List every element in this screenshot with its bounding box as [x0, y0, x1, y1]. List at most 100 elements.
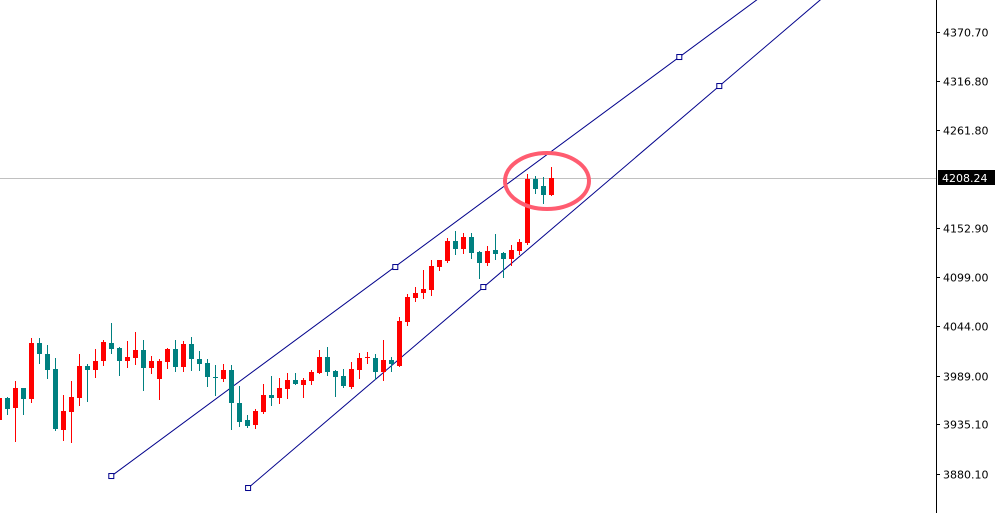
trendline-anchor-handle[interactable]: [676, 54, 683, 61]
y-tick-label: 4261.80: [943, 125, 989, 138]
candle-body: [525, 179, 530, 243]
candle-body: [317, 357, 322, 373]
candle-body: [301, 380, 306, 385]
candle-body: [29, 343, 34, 399]
candle-body: [5, 398, 10, 409]
bearish-candle: [237, 386, 242, 427]
bullish-candle: [77, 354, 82, 406]
candle-body: [533, 179, 538, 189]
bullish-candle: [133, 332, 138, 365]
candle-body: [389, 360, 394, 364]
bullish-candle: [285, 373, 290, 399]
candle-body: [229, 370, 234, 403]
candle-body: [397, 321, 402, 366]
candle-body: [0, 398, 2, 420]
price-axis[interactable]: 4370.70 4316.80 4261.80 4152.90 4099.00 4044.…: [936, 0, 995, 513]
candle-body: [509, 250, 514, 259]
y-tick-label: 3989.00: [943, 371, 989, 384]
candle-body: [117, 348, 122, 361]
bearish-candle: [373, 354, 378, 380]
bearish-candle: [477, 251, 482, 279]
trendline[interactable]: [111, 0, 936, 477]
candle-body: [213, 377, 218, 378]
candle-body: [189, 344, 194, 359]
candle-body: [61, 411, 66, 430]
trendline-anchor-handle[interactable]: [716, 83, 723, 90]
price-axis-ticks: 4370.70 4316.80 4261.80 4152.90 4099.00 4044.…: [936, 27, 989, 482]
candle-body: [133, 350, 138, 358]
bullish-candle: [221, 364, 226, 382]
candle-body: [549, 178, 554, 195]
candle-body: [485, 251, 490, 263]
candle-body: [293, 380, 298, 384]
y-tick-label: 3935.10: [943, 419, 989, 432]
candle-body: [461, 237, 466, 249]
candle-body: [173, 349, 178, 367]
bullish-candle: [61, 395, 66, 441]
bullish-candle: [181, 341, 186, 372]
bullish-candle: [357, 353, 362, 379]
candle-body: [413, 293, 418, 298]
bearish-candle: [453, 231, 458, 255]
bearish-candle: [325, 347, 330, 376]
candle-body: [245, 420, 250, 426]
candle-body: [53, 369, 58, 429]
bearish-candle: [21, 388, 26, 415]
bullish-candle: [261, 384, 266, 414]
trendline-anchor-handle[interactable]: [480, 284, 487, 291]
candle-body: [85, 366, 90, 370]
trendline-anchor-handle[interactable]: [108, 473, 115, 480]
candle-body: [21, 388, 26, 399]
bullish-candle: [525, 174, 530, 245]
annotation-ellipse[interactable]: [503, 151, 591, 211]
candle-body: [181, 344, 186, 367]
bearish-candle: [53, 358, 58, 431]
bearish-candle: [141, 340, 146, 391]
bullish-candle: [317, 350, 322, 374]
candle-body: [501, 253, 506, 259]
bullish-candle: [253, 409, 258, 429]
candle-body: [357, 358, 362, 370]
bearish-candle: [533, 176, 538, 194]
bullish-candle: [485, 246, 490, 266]
bearish-candle: [197, 351, 202, 371]
bullish-candle: [429, 260, 434, 296]
bullish-candle: [301, 378, 306, 398]
candle-body: [37, 343, 42, 354]
bearish-candle: [37, 338, 42, 364]
trendlines[interactable]: [108, 0, 936, 492]
candle-body: [253, 411, 258, 425]
candle-body: [237, 403, 242, 422]
bullish-candle: [165, 348, 170, 369]
candle-body: [277, 388, 282, 398]
bearish-candle: [541, 177, 546, 204]
bearish-candle: [501, 252, 506, 278]
bullish-candle: [309, 370, 314, 385]
candle-body: [101, 342, 106, 361]
trendline[interactable]: [247, 0, 936, 489]
candle-body: [13, 388, 18, 408]
candle-body: [197, 359, 202, 364]
bearish-candle: [173, 340, 178, 372]
candle-body: [405, 297, 410, 322]
candle-body: [205, 363, 210, 377]
candle-body: [261, 395, 266, 412]
candle-body: [69, 397, 74, 412]
trendline-anchor-handle[interactable]: [245, 485, 252, 492]
bearish-candle: [109, 323, 114, 354]
trendline-anchor-handle[interactable]: [392, 264, 399, 271]
candle-body: [349, 369, 354, 387]
candle-body: [445, 241, 450, 261]
bullish-candle: [13, 381, 18, 442]
candle-body: [285, 380, 290, 389]
bearish-candle: [213, 365, 218, 396]
bullish-candle: [405, 294, 410, 326]
y-tick-label: 4044.00: [943, 321, 989, 334]
bullish-candle: [509, 245, 514, 266]
bullish-candle: [397, 317, 402, 367]
bullish-candle: [413, 287, 418, 302]
highlight-ellipse[interactable]: [503, 151, 591, 211]
candle-body: [453, 241, 458, 249]
